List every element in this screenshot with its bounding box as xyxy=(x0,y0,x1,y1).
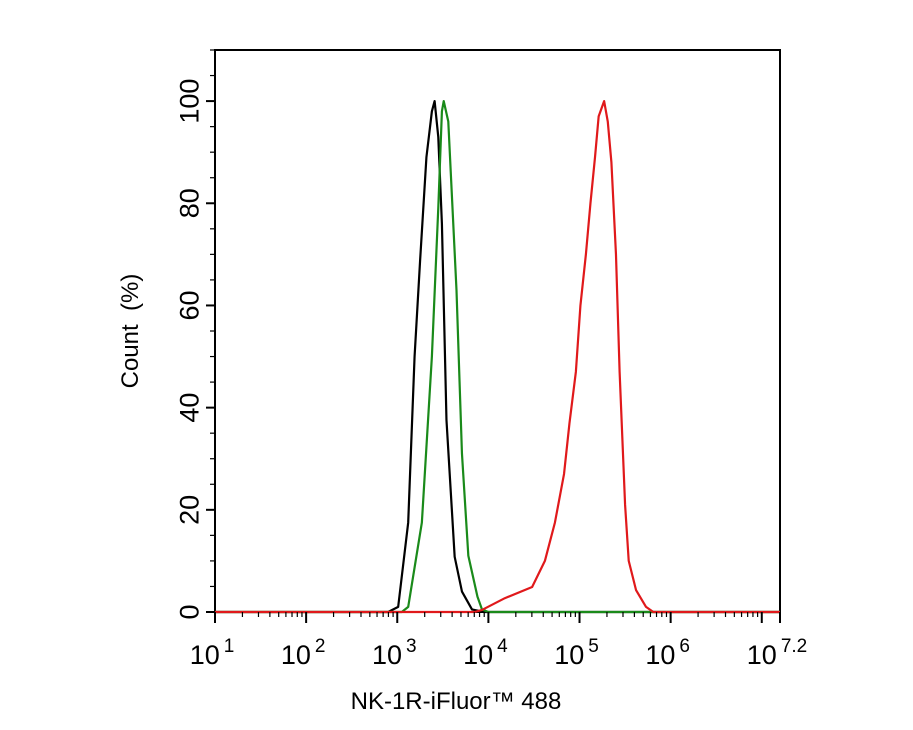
y-tick-label: 0 xyxy=(174,604,204,619)
x-axis-title: NK-1R-iFluor™ 488 xyxy=(351,688,562,715)
x-tick-label: 10 3 xyxy=(372,636,417,670)
isotype-control-curve xyxy=(215,99,780,614)
y-tick-label: 40 xyxy=(174,393,204,423)
y-tick-label: 100 xyxy=(174,79,204,124)
x-tick-label: 10 5 xyxy=(554,636,599,670)
plot-border xyxy=(214,49,781,613)
x-tick-label: 10 7.2 xyxy=(747,636,807,670)
plot-frame xyxy=(214,49,781,613)
y-axis-title: Count (%) xyxy=(117,274,144,389)
x-axis: 10 1 10 2 10 3 10 4 10 5 10 6 10 7.2 xyxy=(190,612,807,670)
x-tick-label: 10 2 xyxy=(281,636,326,670)
y-axis: 0 20 40 60 80 100 xyxy=(174,49,215,620)
y-tick-label: 60 xyxy=(174,290,204,320)
x-tick-label: 10 4 xyxy=(463,636,508,670)
y-tick-label: 80 xyxy=(174,188,204,218)
y-tick-label: 20 xyxy=(174,495,204,525)
sample-curve xyxy=(215,99,780,614)
x-tick-label: 10 1 xyxy=(190,636,235,670)
series-layer xyxy=(215,99,780,614)
unstained-control-curve xyxy=(215,99,780,614)
x-tick-label: 10 6 xyxy=(645,636,690,670)
